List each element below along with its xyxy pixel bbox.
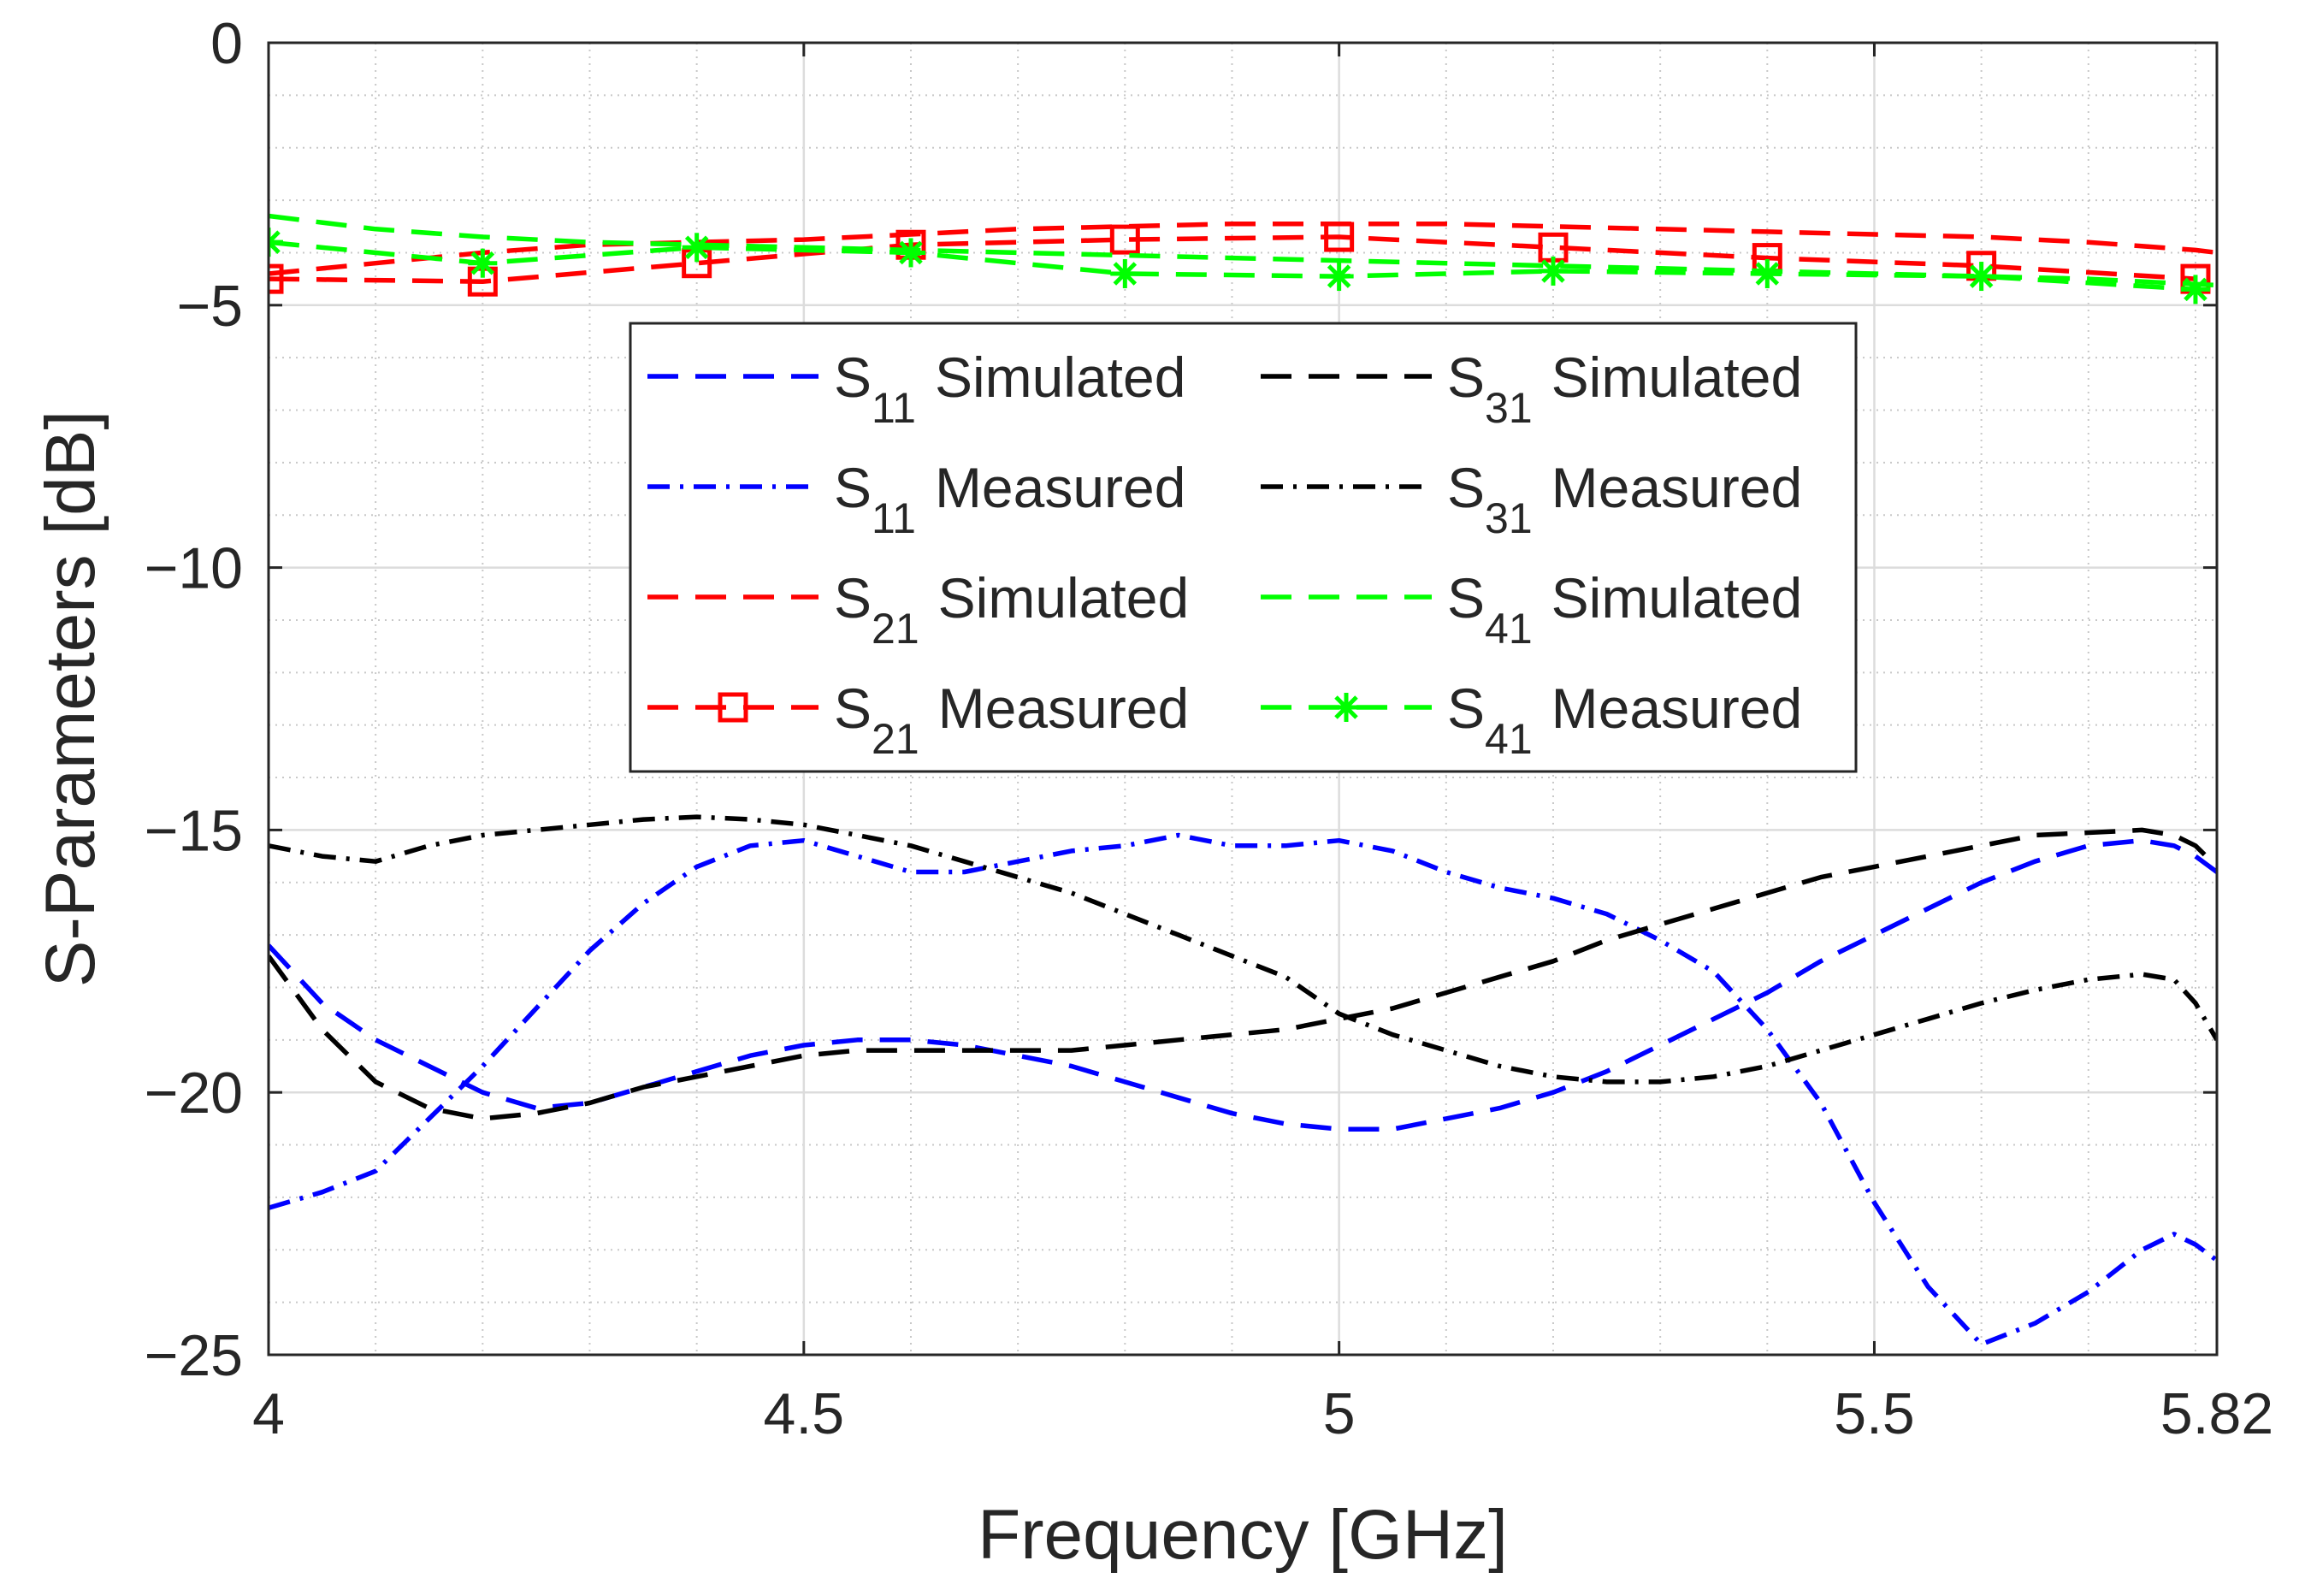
data-point-s21-measured xyxy=(269,263,284,294)
series-line-s31-simulated xyxy=(269,827,2217,1121)
legend-item-s11-simulated: S11 Simulated xyxy=(647,346,1185,432)
data-point-s41-measured xyxy=(1966,262,1996,292)
data-point-s41-measured xyxy=(1110,258,1140,288)
legend-label: S31 Simulated xyxy=(1447,346,1802,432)
plot-lines xyxy=(269,213,2217,1347)
data-point-s41-measured xyxy=(269,228,283,257)
y-tick-label: 0 xyxy=(210,11,243,76)
y-axis-label: S-Parameters [dB] xyxy=(32,411,109,987)
x-tick-label: 5.5 xyxy=(1834,1381,1915,1446)
marker-stroke xyxy=(1113,262,1138,286)
series-line-s11-measured xyxy=(269,832,2217,1347)
legend-box xyxy=(629,322,1858,773)
y-tick-label: −5 xyxy=(176,274,243,339)
legend-label: S11 Simulated xyxy=(834,346,1185,432)
legend-item-s31-measured: S31 Measured xyxy=(1261,456,1802,542)
marker-stroke xyxy=(1541,259,1565,283)
legend-marker xyxy=(718,692,748,723)
data-point-s41-measured xyxy=(468,248,498,278)
marker-stroke xyxy=(1334,695,1358,719)
marker-stroke xyxy=(1327,264,1351,288)
legend-label: S41 Measured xyxy=(1447,677,1802,763)
marker-stroke xyxy=(470,251,495,275)
axis-ticks: 4 4.5 5 5.5 5.82 0 −5 −10 −15 −20 −25 xyxy=(145,11,2274,1446)
y-tick-label: −25 xyxy=(145,1323,243,1388)
marker-stroke xyxy=(269,230,281,245)
series-line-s31-measured xyxy=(269,814,2217,1085)
x-tick-label: 4.5 xyxy=(764,1381,845,1446)
marker-stroke xyxy=(684,235,709,260)
marker-stroke xyxy=(269,239,281,254)
legend-label: S41 Simulated xyxy=(1447,566,1802,653)
legend-label: S21 Simulated xyxy=(834,566,1189,653)
x-tick-label: 5.82 xyxy=(2160,1381,2273,1446)
marker-stroke xyxy=(1755,262,1780,286)
data-point-s41-measured xyxy=(895,238,925,268)
legend: S11 Simulated S11 Measured S21 Simulated S21 Me… xyxy=(629,322,1858,773)
data-point-s41-measured xyxy=(1752,258,1782,288)
y-tick-label: −10 xyxy=(145,536,243,601)
y-tick-label: −15 xyxy=(145,798,243,863)
series-line-s41-measured xyxy=(269,239,2196,293)
x-axis-label: Frequency [GHz] xyxy=(978,1496,1508,1574)
data-point-s41-measured xyxy=(2180,275,2210,304)
marker-stroke xyxy=(2184,277,2207,302)
x-tick-label: 4 xyxy=(252,1381,285,1446)
legend-label: S21 Measured xyxy=(834,677,1189,763)
axes-frame xyxy=(267,41,2219,1357)
legend-item-s11-measured: S11 Measured xyxy=(647,456,1185,542)
marker-stroke xyxy=(899,240,923,265)
data-point-s21-measured xyxy=(1324,222,1355,252)
data-point-s41-measured xyxy=(682,233,712,263)
data-point-s21-measured xyxy=(1109,224,1140,255)
legend-item-s21-simulated: S21 Simulated xyxy=(647,566,1189,653)
legend-marker xyxy=(1332,693,1361,722)
y-tick-label: −20 xyxy=(145,1061,243,1126)
legend-item-s41-measured: S41 Measured xyxy=(1261,677,1802,763)
legend-item-s21-measured: S21 Measured xyxy=(647,677,1189,763)
series-line-s21-measured xyxy=(269,234,2196,284)
legend-item-s41-simulated: S41 Simulated xyxy=(1261,566,1802,653)
data-point-s41-measured xyxy=(1324,262,1354,292)
data-point-s41-measured xyxy=(1538,256,1568,286)
legend-label: S11 Measured xyxy=(834,456,1185,542)
marker-stroke xyxy=(1969,264,1994,288)
x-tick-label: 5 xyxy=(1323,1381,1356,1446)
legend-item-s31-simulated: S31 Simulated xyxy=(1261,346,1802,432)
legend-label: S31 Measured xyxy=(1447,456,1802,542)
